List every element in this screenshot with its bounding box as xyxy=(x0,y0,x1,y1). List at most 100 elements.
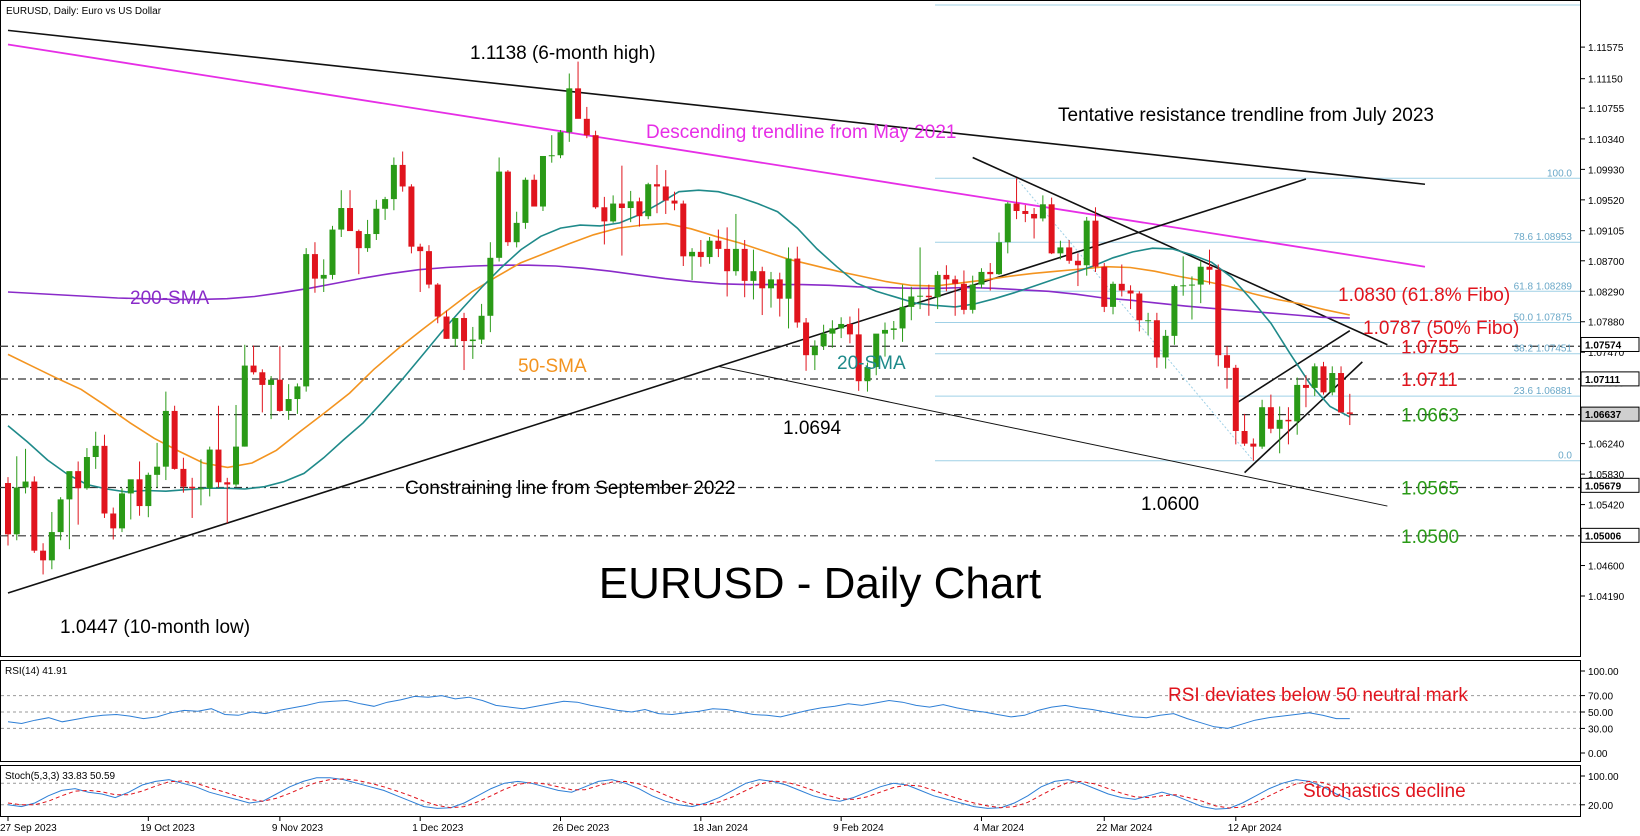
rsi-panel: 100.00 70.00 50.00 30.00 0.00 xyxy=(1,667,1619,760)
candle-body xyxy=(575,88,582,119)
candle xyxy=(785,247,792,329)
candle xyxy=(592,130,599,209)
candle xyxy=(382,196,389,220)
price-tick-label: 1.08700 xyxy=(1588,257,1625,268)
candle-body xyxy=(1048,204,1055,254)
candle-body xyxy=(776,279,783,299)
candle-body xyxy=(496,171,503,258)
stoch-signal-line xyxy=(7,778,1351,809)
candle-body xyxy=(732,248,739,272)
candle xyxy=(373,199,380,240)
candle xyxy=(1224,346,1231,389)
candle-body xyxy=(750,271,757,281)
candle xyxy=(22,448,29,494)
price-tick-label: 1.06240 xyxy=(1588,440,1625,451)
candle xyxy=(31,476,38,553)
candle xyxy=(1162,329,1169,369)
candle-body xyxy=(1057,247,1064,254)
sma50-line xyxy=(7,222,1350,469)
candle-body xyxy=(636,201,643,217)
candle-body xyxy=(583,118,590,136)
candle-body xyxy=(767,279,774,289)
price-tick-label: 1.04600 xyxy=(1588,562,1625,573)
candle-body xyxy=(759,271,766,289)
candle xyxy=(539,155,546,211)
price-tag-box xyxy=(1580,371,1640,387)
candle xyxy=(882,322,888,357)
rsi-tick-label: 30.00 xyxy=(1588,724,1613,735)
candle xyxy=(513,211,520,248)
key-level-label: 1.0565 xyxy=(1401,478,1459,499)
candle xyxy=(952,275,959,316)
candle-body xyxy=(785,258,792,299)
candle-body xyxy=(5,483,11,535)
annotation-resistance-trendline: Tentative resistance trendline from July… xyxy=(1058,105,1434,126)
candle xyxy=(504,170,511,246)
candle-body xyxy=(689,251,696,257)
price-tag-label: 1.05679 xyxy=(1585,481,1622,492)
candle-body xyxy=(434,284,441,317)
candle-body xyxy=(855,334,862,382)
candle-body xyxy=(715,240,722,249)
candle xyxy=(276,346,283,412)
candle-body xyxy=(180,468,187,487)
candle-body xyxy=(820,333,827,347)
candle-body xyxy=(794,258,801,323)
time-tick-label: 9 Feb 2024 xyxy=(833,823,884,834)
candle xyxy=(224,477,231,524)
candle xyxy=(127,479,134,520)
candle-body xyxy=(1302,384,1309,388)
moving-averages xyxy=(7,189,1351,493)
time-tick-label: 22 Mar 2024 xyxy=(1096,823,1153,834)
candle-body xyxy=(592,135,599,208)
stoch-annotation: Stochastics decline xyxy=(1303,781,1466,802)
candle-body xyxy=(908,296,915,307)
candle xyxy=(1022,205,1029,223)
candle xyxy=(575,61,582,119)
key-level-label: 1.0755 xyxy=(1401,337,1459,358)
candle-body xyxy=(671,200,678,204)
stoch-main-line xyxy=(7,777,1350,810)
candle-body xyxy=(811,346,818,356)
candle xyxy=(925,284,932,316)
candle xyxy=(83,448,90,490)
candle-body xyxy=(1153,320,1160,358)
candle xyxy=(820,324,827,350)
candle xyxy=(531,174,538,207)
candle xyxy=(5,477,11,546)
key-level-label: 1.0663 xyxy=(1401,406,1459,427)
candle-body xyxy=(92,445,99,458)
candle-body xyxy=(1294,384,1301,422)
candle-body xyxy=(1145,320,1152,322)
candle xyxy=(662,170,669,214)
candle-body xyxy=(224,482,231,485)
candle xyxy=(838,317,845,339)
candle xyxy=(171,405,178,470)
rsi-line xyxy=(7,695,1350,729)
price-tick-label: 1.05830 xyxy=(1588,470,1625,481)
candle xyxy=(154,442,161,488)
candle-body xyxy=(373,208,380,235)
candle-body xyxy=(119,493,126,529)
annotation-10-month-low: 1.0447 (10-month low) xyxy=(60,617,250,638)
candle-body xyxy=(1136,293,1143,321)
candles xyxy=(5,61,1353,575)
candle xyxy=(48,512,55,570)
time-axis: 27 Sep 2023 19 Oct 2023 9 Nov 2023 1 Dec 20… xyxy=(0,817,1282,834)
annotation-descending-trendline: Descending trendline from May 2021 xyxy=(646,122,957,143)
price-tick-label: 1.05420 xyxy=(1588,501,1625,512)
candle xyxy=(846,316,853,344)
candle xyxy=(890,320,897,340)
candle-body xyxy=(1311,366,1318,388)
candle-body xyxy=(233,446,240,485)
candle xyxy=(583,106,590,139)
price-tags: 1.07574 1.07111 1.06637 1.05679 1.05006 xyxy=(1580,336,1640,543)
candle xyxy=(715,229,722,258)
candle-body xyxy=(31,481,38,551)
candle xyxy=(1013,178,1020,220)
candle xyxy=(1320,361,1327,395)
candle xyxy=(689,248,696,281)
sma200-line xyxy=(7,264,1350,319)
candle-body xyxy=(206,449,213,489)
price-tag-label: 1.05006 xyxy=(1585,531,1622,542)
